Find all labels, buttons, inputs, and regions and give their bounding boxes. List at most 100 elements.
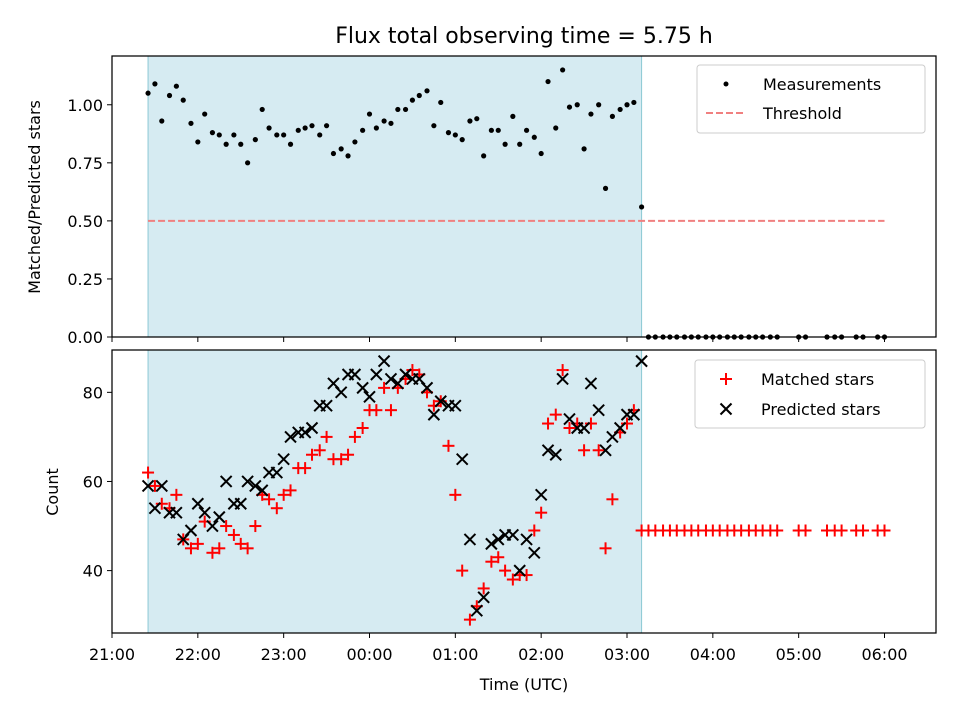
bottom-y-tick-label: 80 <box>83 383 103 402</box>
measurement-point <box>438 99 444 106</box>
predicted-star-stroke-b <box>198 506 211 519</box>
predicted-star-stroke-b <box>284 430 297 444</box>
measurement-point <box>180 97 186 103</box>
measurement-point <box>409 97 416 103</box>
measurement-point <box>488 127 494 133</box>
matched-star-point <box>213 542 226 555</box>
measurement-point <box>452 132 458 138</box>
top-y-tick-label: 0.00 <box>67 328 103 347</box>
predicted-star-point <box>184 524 198 537</box>
predicted-star-stroke-b <box>635 354 648 368</box>
measurement-point <box>566 104 573 110</box>
chart-title: Flux total observing time = 5.75 h <box>335 24 713 49</box>
matched-star-point <box>542 417 555 430</box>
predicted-star-stroke-b <box>170 506 183 519</box>
matched-star-point <box>606 493 619 506</box>
measurement-point <box>266 125 272 131</box>
matched-star-point <box>342 448 355 461</box>
matched-star-point <box>191 537 204 550</box>
measurement-point <box>495 127 501 133</box>
matched-star-point <box>406 364 419 377</box>
matched-star-point <box>206 546 219 559</box>
predicted-stars-series <box>141 354 648 617</box>
predicted-star-point <box>513 564 526 577</box>
measurement-point <box>617 106 623 113</box>
matched-star-point <box>155 497 168 510</box>
measurement-point <box>388 120 394 126</box>
x-tick-label: 23:00 <box>261 645 307 664</box>
measurement-point <box>302 125 308 131</box>
matched-star-point <box>463 613 476 626</box>
top-legend: Measurements Threshold <box>696 64 926 134</box>
predicted-star-stroke-b <box>270 466 284 479</box>
measurement-point <box>560 67 566 73</box>
measurement-point <box>424 88 430 94</box>
predicted-star-point <box>420 381 434 395</box>
predicted-star-stroke-b <box>356 381 369 395</box>
predicted-star-point <box>492 533 505 546</box>
predicted-star-point <box>348 368 362 381</box>
predicted-star-stroke-b <box>249 479 262 493</box>
x-axis-label: Time (UTC) <box>479 675 568 694</box>
predicted-star-point <box>635 354 648 368</box>
predicted-star-point <box>148 502 162 515</box>
bottom-panel: 40 60 80 21:00 22:00 23:00 00:00 01:00 02:00 03:… <box>43 349 937 694</box>
predicted-star-stroke-b <box>206 519 219 533</box>
top-x-ticks <box>111 337 885 342</box>
matched-stars-series <box>142 364 891 626</box>
measurement-point <box>238 141 244 147</box>
legend-predicted-label: Predicted stars <box>761 400 881 419</box>
predicted-star-stroke-b <box>584 377 598 390</box>
measurement-point <box>631 99 637 106</box>
predicted-star-stroke-b <box>184 524 198 537</box>
measurement-point <box>395 106 401 113</box>
measurement-point <box>202 111 208 117</box>
measurement-point <box>159 118 165 124</box>
predicted-star-stroke-b <box>613 421 627 435</box>
legend-matched-marker <box>720 373 732 385</box>
top-axes-frame <box>111 55 937 338</box>
predicted-star-point <box>206 519 219 533</box>
matched-star-point <box>499 564 512 577</box>
matched-star-point <box>857 524 870 537</box>
top-y-tick-label: 0.25 <box>67 270 103 289</box>
predicted-star-point <box>477 591 490 604</box>
matched-star-point <box>771 524 784 537</box>
matched-star-point <box>456 564 469 577</box>
legend-matched-label: Matched stars <box>761 370 874 389</box>
matched-star-point <box>621 417 633 430</box>
top-panel: 0.00 0.25 0.50 0.75 1.00 Flux total observin… <box>25 24 937 347</box>
measurement-point <box>309 123 315 129</box>
predicted-star-point <box>377 354 391 368</box>
matched-star-point <box>234 537 247 550</box>
predicted-star-stroke-b <box>592 403 605 417</box>
x-tick-label: 01:00 <box>432 645 478 664</box>
measurement-point <box>173 83 179 89</box>
matched-star-point <box>799 524 812 537</box>
matched-star-point <box>299 462 312 475</box>
predicted-star-stroke-b <box>627 408 641 421</box>
matched-star-point <box>313 444 326 457</box>
measurement-point <box>152 81 158 87</box>
predicted-star-stroke-b <box>363 390 376 404</box>
measurement-point <box>596 102 602 108</box>
measurement-point <box>231 132 237 138</box>
predicted-star-point <box>320 399 333 412</box>
measurement-point <box>588 111 594 117</box>
predicted-star-stroke-b <box>219 475 233 488</box>
legend-measurements-marker <box>723 81 729 87</box>
predicted-star-point <box>434 395 447 408</box>
predicted-star-point <box>234 497 247 510</box>
matched-star-point <box>170 488 183 501</box>
measurement-point <box>209 130 216 136</box>
measurement-point <box>459 137 465 143</box>
measurement-point <box>145 90 151 96</box>
predicted-star-point <box>191 497 205 510</box>
predicted-star-stroke-b <box>449 399 462 412</box>
predicted-star-stroke-b <box>298 426 312 439</box>
predicted-star-point <box>198 506 211 519</box>
measurement-point <box>510 113 516 119</box>
measurement-point <box>360 127 366 133</box>
predicted-star-stroke-b <box>370 368 383 381</box>
